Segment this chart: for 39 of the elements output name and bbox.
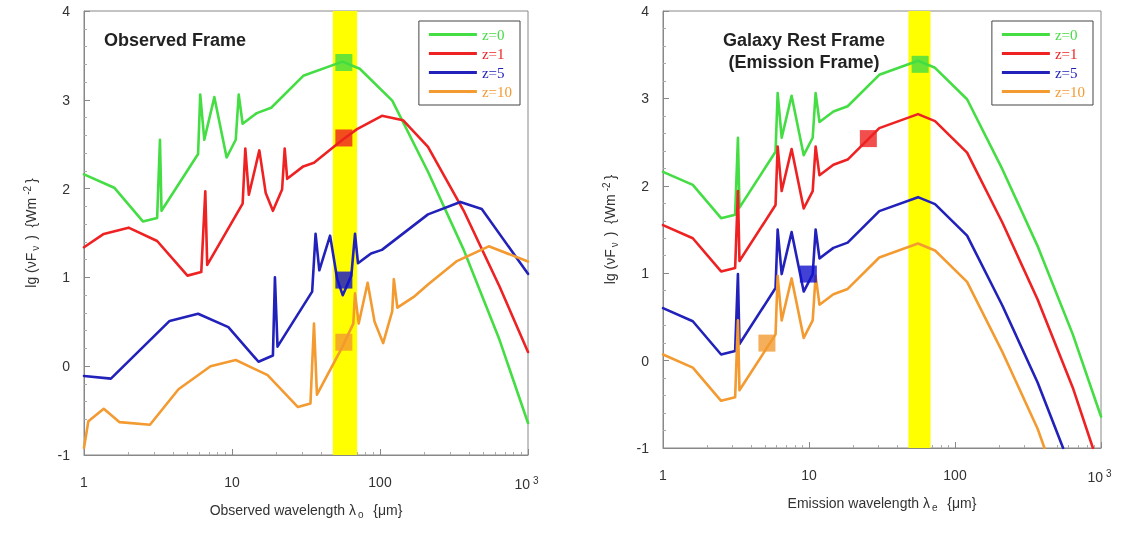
point [758, 334, 776, 352]
y-tick-label: 2 [641, 177, 650, 194]
point [335, 54, 353, 71]
legend-label: z=10 [481, 83, 513, 100]
point [335, 333, 353, 351]
x-tick-label: 103 [514, 474, 539, 492]
legend-label: z=0 [1054, 26, 1078, 43]
y-tick-label: -1 [57, 447, 71, 463]
annotation: Observed Frame [103, 30, 247, 50]
y-tick-label: 2 [62, 180, 71, 197]
annotation: Galaxy Rest Frame (Emission Frame) [723, 30, 886, 72]
point [335, 129, 353, 147]
y-tick-label: 1 [62, 269, 71, 286]
legend-label: z=5 [1054, 64, 1078, 81]
y-axis-title: lg (νFν ) {Wm-2} [21, 177, 41, 288]
y-tick-label: 1 [641, 265, 650, 282]
x-tick-label: 100 [368, 474, 392, 490]
x-tick-label: 10 [801, 467, 817, 483]
legend-label: z=5 [481, 64, 505, 81]
y-tick-label: 4 [641, 3, 650, 19]
y-tick-label: 0 [641, 352, 650, 369]
x-tick-label: 1 [659, 467, 668, 483]
y-tick-label: 3 [62, 91, 71, 108]
legend-label: z=10 [1054, 83, 1086, 100]
x-tick-label: 1 [80, 474, 89, 490]
legend-label: z=1 [1054, 45, 1078, 62]
point [859, 130, 877, 148]
point [911, 55, 929, 73]
y-axis-title: lg (νFν ) {Wm-2} [600, 174, 620, 285]
x-tick-label: 100 [943, 467, 967, 483]
y-tick-label: -1 [636, 440, 650, 456]
point [335, 271, 353, 289]
legend-label: z=0 [481, 26, 505, 43]
y-tick-label: 4 [62, 3, 71, 19]
y-tick-label: 0 [62, 358, 71, 375]
x-tick-label: 10 [224, 474, 240, 490]
y-tick-label: 3 [641, 90, 650, 107]
legend-label: z=1 [481, 45, 505, 62]
x-tick-label: 103 [1087, 467, 1112, 485]
